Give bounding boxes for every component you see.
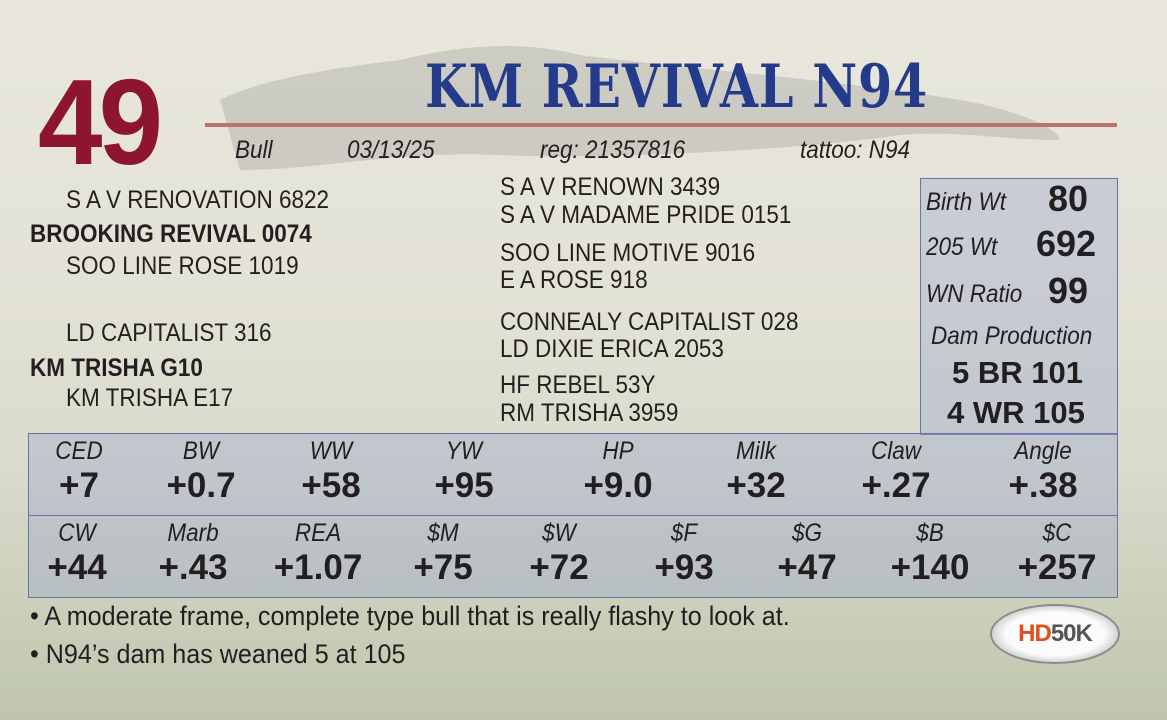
epd-value: +0.7: [166, 466, 236, 505]
epd-dollar-g: $G +47: [742, 518, 872, 588]
epd-label: BW: [182, 437, 220, 465]
dam-production-wr: 4 WR 105: [947, 395, 1085, 430]
epd-label: CW: [58, 519, 96, 547]
epd-label: Angle: [1014, 437, 1072, 465]
epd-claw: Claw +.27: [831, 436, 961, 506]
dam-sire: LD CAPITALIST 316: [66, 319, 272, 347]
epd-value: +140: [890, 548, 970, 587]
epd-value: +257: [1017, 548, 1097, 587]
epd-angle: Angle +.38: [978, 436, 1108, 506]
epd-ww: WW +58: [266, 436, 396, 506]
epd-value: +1.07: [273, 548, 363, 587]
animal-name: KM REVIVAL N94: [425, 52, 929, 122]
epd-rea: REA +1.07: [253, 518, 383, 588]
epd-value: +.43: [158, 548, 228, 587]
epd-ced: CED +7: [14, 436, 144, 506]
birth-date: 03/13/25: [347, 136, 435, 164]
weight-205-label: 205 Wt: [926, 233, 998, 261]
great-grandparent: S A V RENOWN 3439: [500, 173, 721, 201]
dam-production-label: Dam Production: [931, 322, 1093, 350]
birth-wt-value: 80: [1048, 178, 1089, 219]
epd-value: +47: [777, 548, 837, 587]
epd-dollar-m: $M +75: [378, 518, 508, 588]
note: • A moderate frame, complete type bull t…: [30, 601, 790, 631]
sex: Bull: [235, 136, 273, 164]
wn-ratio-value: 99: [1048, 270, 1089, 311]
sire-dam: SOO LINE ROSE 1019: [66, 252, 299, 280]
epd-label: WW: [309, 437, 353, 465]
epd-value: +.38: [1008, 466, 1078, 505]
epd-value: +72: [529, 548, 589, 587]
epd-dollar-w: $W +72: [494, 518, 624, 588]
tattoo: tattoo: N94: [800, 136, 911, 164]
epd-marb: Marb +.43: [128, 518, 258, 588]
epd-label: CED: [55, 437, 103, 465]
epd-value: +32: [726, 466, 786, 505]
epd-value: +58: [301, 466, 361, 505]
epd-label: Marb: [167, 519, 219, 547]
epd-label: YW: [445, 437, 483, 465]
epd-value: +9.0: [583, 466, 653, 505]
epd-row-2: CW +44 Marb +.43 REA +1.07 $M +75 $W +72 $F +93 $G +4…: [28, 515, 1118, 598]
epd-label: $B: [916, 519, 944, 547]
great-grandparent: E A ROSE 918: [500, 266, 648, 294]
note: • N94’s dam has weaned 5 at 105: [30, 639, 406, 669]
epd-label: $M: [427, 519, 459, 547]
sire-sire: S A V RENOVATION 6822: [66, 186, 330, 214]
epd-milk: Milk +32: [691, 436, 821, 506]
epd-value: +75: [413, 548, 473, 587]
title-rule: [205, 123, 1117, 127]
epd-dollar-f: $F +93: [619, 518, 749, 588]
epd-label: $W: [542, 519, 576, 547]
epd-label: $G: [791, 519, 823, 547]
bull-silhouette-watermark: [220, 45, 1060, 171]
epd-dollar-c: $C +257: [992, 518, 1122, 588]
performance-box: [920, 178, 1118, 435]
epd-row-1: CED +7 BW +0.7 WW +58 YW +95 HP +9.0 Milk +32 Claw +.…: [28, 433, 1118, 516]
epd-value: +44: [47, 548, 107, 587]
epd-bw: BW +0.7: [136, 436, 266, 506]
epd-dollar-b: $B +140: [865, 518, 995, 588]
epd-label: REA: [294, 519, 342, 547]
dam: KM TRISHA G10: [30, 354, 203, 382]
great-grandparent: S A V MADAME PRIDE 0151: [500, 201, 792, 229]
epd-value: +7: [59, 466, 99, 505]
great-grandparent: LD DIXIE ERICA 2053: [500, 335, 724, 363]
weight-205-value: 692: [1036, 223, 1097, 264]
epd-label: Milk: [736, 437, 776, 465]
great-grandparent: SOO LINE MOTIVE 9016: [500, 239, 756, 267]
epd-label: $C: [1042, 519, 1072, 547]
dam-dam: KM TRISHA E17: [66, 384, 234, 412]
epd-hp: HP +9.0: [553, 436, 683, 506]
epd-cw: CW +44: [12, 518, 142, 588]
epd-value: +93: [654, 548, 714, 587]
birth-wt-label: Birth Wt: [926, 188, 1007, 216]
epd-value: +95: [434, 466, 494, 505]
dam-production-br: 5 BR 101: [952, 355, 1083, 390]
wn-ratio-label: WN Ratio: [926, 280, 1023, 308]
great-grandparent: RM TRISHA 3959: [500, 399, 679, 427]
hd50k-logo: HD 50K: [990, 604, 1120, 664]
epd-value: +.27: [861, 466, 931, 505]
epd-yw: YW +95: [399, 436, 529, 506]
epd-label: Claw: [870, 437, 922, 465]
great-grandparent: CONNEALY CAPITALIST 028: [500, 308, 799, 336]
great-grandparent: HF REBEL 53Y: [500, 371, 656, 399]
registration: reg: 21357816: [540, 136, 686, 164]
sire: BROOKING REVIVAL 0074: [30, 220, 312, 248]
epd-label: $F: [670, 519, 698, 547]
lot-number: 49: [38, 54, 163, 190]
epd-label: HP: [602, 437, 634, 465]
